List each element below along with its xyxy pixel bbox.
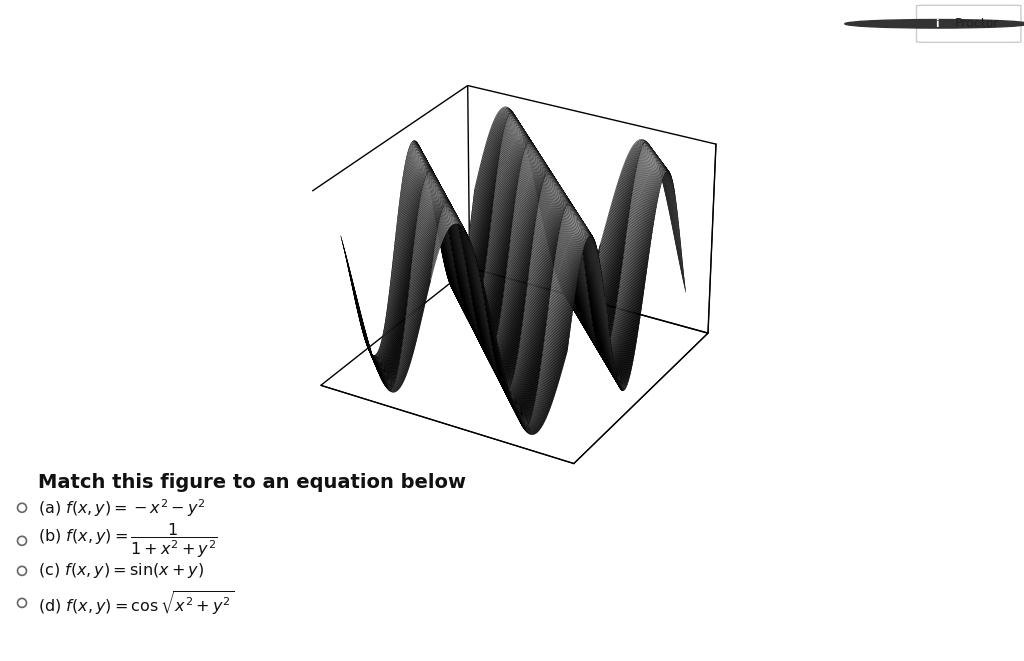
Text: i: i xyxy=(935,19,939,29)
Text: (d) $f(x, y) = \mathrm{cos}\,\sqrt{x^2 + y^2}$: (d) $f(x, y) = \mathrm{cos}\,\sqrt{x^2 +… xyxy=(38,589,234,617)
Text: Question 2: Match equations to surfaces: Question 2: Match equations to surfaces xyxy=(18,15,398,33)
Text: (b) $f(x, y) = \dfrac{1}{1 + x^2 + y^2}$: (b) $f(x, y) = \dfrac{1}{1 + x^2 + y^2}$ xyxy=(38,522,218,560)
Circle shape xyxy=(845,20,1024,28)
Text: (a) $f(x, y) = -x^2 - y^2$: (a) $f(x, y) = -x^2 - y^2$ xyxy=(38,497,206,519)
Text: Match this figure to an equation below: Match this figure to an equation below xyxy=(38,473,466,492)
FancyBboxPatch shape xyxy=(916,5,1021,42)
Text: Proctor: Proctor xyxy=(954,17,999,30)
Text: (c) $f(x, y) = \mathrm{sin}(x + y)$: (c) $f(x, y) = \mathrm{sin}(x + y)$ xyxy=(38,561,204,580)
